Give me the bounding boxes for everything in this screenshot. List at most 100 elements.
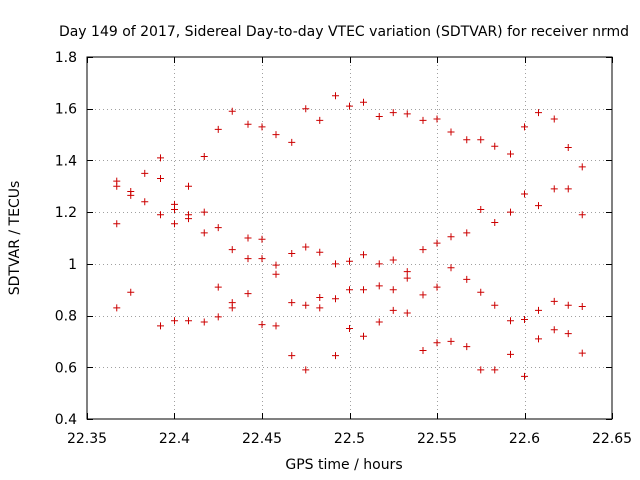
plot-border — [86, 56, 613, 420]
data-point — [491, 366, 499, 374]
data-point — [521, 372, 528, 380]
data-point — [447, 337, 455, 345]
data-point — [258, 321, 266, 329]
data-point — [433, 239, 441, 247]
data-point — [200, 208, 208, 216]
data-point — [375, 112, 383, 120]
data-point — [433, 339, 441, 347]
data-point — [228, 107, 236, 115]
data-point — [535, 202, 542, 210]
axis-ticks — [87, 57, 613, 420]
data-point — [288, 299, 296, 307]
x-tick-label: 22.35 — [67, 431, 107, 447]
data-point — [113, 304, 121, 312]
data-point — [346, 325, 353, 332]
data-point — [332, 92, 339, 100]
data-point — [550, 326, 558, 334]
data-point — [491, 142, 499, 150]
data-point — [403, 268, 411, 276]
data-point — [332, 260, 339, 268]
data-point — [127, 191, 135, 199]
data-point — [389, 256, 397, 264]
y-tick-label: 0.8 — [55, 309, 77, 325]
data-point — [360, 251, 367, 259]
data-point — [578, 303, 586, 311]
x-tick-label: 22.55 — [417, 431, 457, 447]
y-tick-label: 0.4 — [55, 412, 77, 428]
data-point — [521, 315, 528, 323]
x-tick-label: 22.45 — [242, 431, 282, 447]
data-point — [316, 248, 324, 256]
data-point — [433, 283, 441, 291]
y-tick-label: 1 — [68, 257, 77, 273]
x-tick-label: 22.4 — [159, 431, 190, 447]
chart-title: Day 149 of 2017, Sidereal Day-to-day VTE… — [59, 24, 629, 40]
data-point — [346, 257, 353, 265]
data-point — [564, 144, 572, 151]
data-point — [171, 317, 178, 325]
data-point — [477, 136, 485, 144]
y-tick-labels: 0.4 0.6 0.8 1 1.2 1.4 1.6 1.8 — [55, 50, 77, 428]
data-point — [419, 116, 427, 124]
data-point — [491, 301, 499, 309]
data-point — [214, 313, 222, 321]
data-point — [141, 198, 149, 206]
data-point — [389, 286, 397, 294]
data-point — [578, 349, 586, 357]
y-tick-label: 1.2 — [55, 205, 77, 221]
data-point — [200, 153, 208, 161]
data-points — [113, 92, 586, 380]
data-point — [564, 330, 572, 338]
y-tick-label: 1.6 — [55, 102, 77, 118]
data-point — [157, 211, 164, 219]
data-point — [564, 185, 572, 193]
data-point — [463, 275, 471, 283]
data-point — [288, 138, 296, 146]
data-point — [463, 229, 471, 237]
data-point — [389, 109, 397, 117]
data-point — [507, 317, 514, 325]
x-axis-title: GPS time / hours — [285, 457, 402, 473]
data-point — [332, 295, 339, 303]
data-point — [157, 154, 164, 162]
data-point — [360, 98, 367, 106]
data-point — [535, 109, 542, 117]
data-point — [550, 115, 558, 123]
data-point — [521, 190, 528, 198]
data-point — [157, 175, 164, 183]
grid-lines — [87, 57, 612, 419]
y-axis-title: SDTVAR / TECUs — [7, 181, 23, 296]
data-point — [288, 250, 296, 258]
data-point — [316, 116, 324, 124]
data-point — [389, 306, 397, 314]
data-point — [578, 211, 586, 219]
data-point — [258, 235, 266, 243]
data-point — [288, 352, 296, 360]
data-point — [302, 301, 310, 309]
data-point — [477, 206, 485, 214]
data-point — [171, 206, 178, 214]
data-point — [228, 304, 236, 312]
data-point — [157, 322, 164, 330]
data-point — [244, 120, 252, 128]
data-point — [244, 234, 252, 242]
data-point — [346, 102, 353, 110]
data-point — [419, 291, 427, 299]
data-point — [272, 322, 280, 330]
data-point — [171, 220, 178, 228]
data-point — [127, 288, 135, 296]
data-point — [419, 246, 427, 254]
data-point — [447, 233, 455, 241]
data-point — [258, 255, 266, 263]
data-point — [302, 243, 310, 251]
data-point — [447, 128, 455, 136]
data-point — [578, 163, 586, 171]
data-point — [200, 229, 208, 237]
data-point — [272, 261, 280, 269]
y-tick-label: 1.4 — [55, 153, 77, 169]
data-point — [185, 182, 192, 190]
data-point — [141, 169, 149, 177]
data-point — [228, 246, 236, 254]
data-point — [521, 123, 528, 131]
